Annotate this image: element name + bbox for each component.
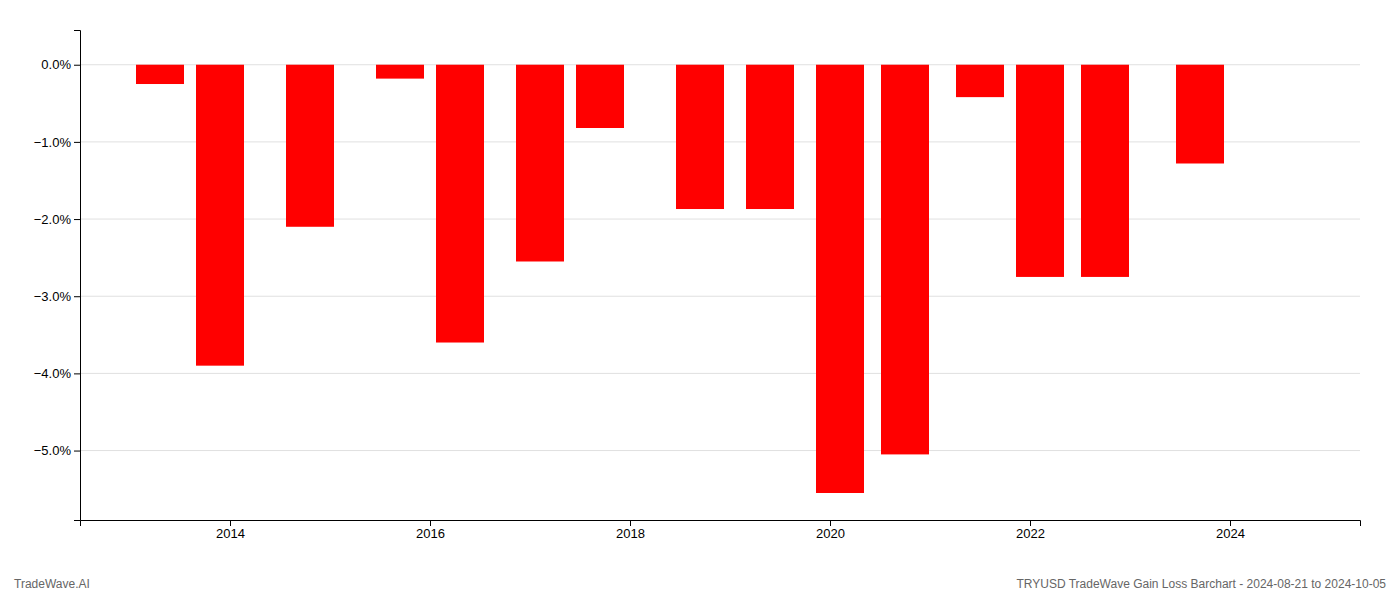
- y-tick-mark: [74, 65, 80, 66]
- y-tick-label: −4.0%: [34, 366, 72, 381]
- bar: [956, 65, 1004, 97]
- y-tick: 0.0%: [41, 57, 80, 72]
- y-tick-label: −3.0%: [34, 289, 72, 304]
- x-tick-mark: [830, 520, 831, 526]
- grid: [80, 65, 1360, 451]
- y-tick-mark: [74, 451, 80, 452]
- y-tick-mark: [74, 296, 80, 297]
- bar: [286, 65, 334, 227]
- y-tick-mark: [74, 219, 80, 220]
- y-tick-label: 0.0%: [41, 57, 71, 72]
- x-axis-line: [81, 521, 1361, 527]
- y-tick: −1.0%: [34, 135, 80, 150]
- plot-area: [136, 65, 1224, 493]
- x-tick-label: 2018: [616, 526, 645, 541]
- bar: [676, 65, 724, 209]
- bar: [1176, 65, 1224, 164]
- x-tick: 2014: [216, 520, 245, 541]
- x-tick: 2022: [1016, 520, 1045, 541]
- y-tick: −2.0%: [34, 212, 80, 227]
- x-tick-mark: [1030, 520, 1031, 526]
- bar: [1081, 65, 1129, 277]
- bar: [196, 65, 244, 366]
- x-tick-label: 2024: [1216, 526, 1245, 541]
- bar: [1016, 65, 1064, 277]
- bar: [881, 65, 929, 455]
- bar: [816, 65, 864, 493]
- x-tick-label: 2020: [816, 526, 845, 541]
- x-tick-mark: [230, 520, 231, 526]
- x-tick-label: 2016: [416, 526, 445, 541]
- footer-text: TradeWave.AI: [14, 577, 90, 591]
- x-tick: 2020: [816, 520, 845, 541]
- grid-line: [80, 219, 1360, 220]
- y-axis: 0.0% −1.0% −2.0% −3.0% −4.0% −5.0%: [34, 31, 81, 521]
- y-tick-label: −5.0%: [34, 443, 72, 458]
- grid-line: [80, 373, 1360, 374]
- bar: [136, 65, 184, 84]
- x-tick-mark: [1230, 520, 1231, 526]
- grid-line: [80, 296, 1360, 297]
- y-tick-mark: [74, 373, 80, 374]
- y-axis-line: [74, 31, 81, 521]
- y-tick-mark: [74, 142, 80, 143]
- bar: [516, 65, 564, 262]
- bar: [376, 65, 424, 79]
- x-tick-mark: [630, 520, 631, 526]
- bar: [746, 65, 794, 209]
- title: TRYUSD TradeWave Gain Loss Barchart - 20…: [1016, 577, 1386, 591]
- y-tick: −4.0%: [34, 366, 80, 381]
- chart: 2014 2016 2018 2020 2022 2024 0.0% −1.0% −2.0% −3…: [0, 0, 1400, 600]
- y-tick-label: −1.0%: [34, 135, 72, 150]
- bar: [436, 65, 484, 343]
- x-axis: 2014 2016 2018 2020 2022 2024: [81, 520, 1361, 541]
- bar: [576, 65, 624, 128]
- x-tick: 2016: [416, 520, 445, 541]
- x-tick-mark: [430, 520, 431, 526]
- y-tick: −5.0%: [34, 443, 80, 458]
- x-tick-label: 2014: [216, 526, 245, 541]
- x-tick: 2024: [1216, 520, 1245, 541]
- y-tick-label: −2.0%: [34, 212, 72, 227]
- y-tick: −3.0%: [34, 289, 80, 304]
- x-tick: 2018: [616, 520, 645, 541]
- x-tick-label: 2022: [1016, 526, 1045, 541]
- grid-line: [80, 450, 1360, 451]
